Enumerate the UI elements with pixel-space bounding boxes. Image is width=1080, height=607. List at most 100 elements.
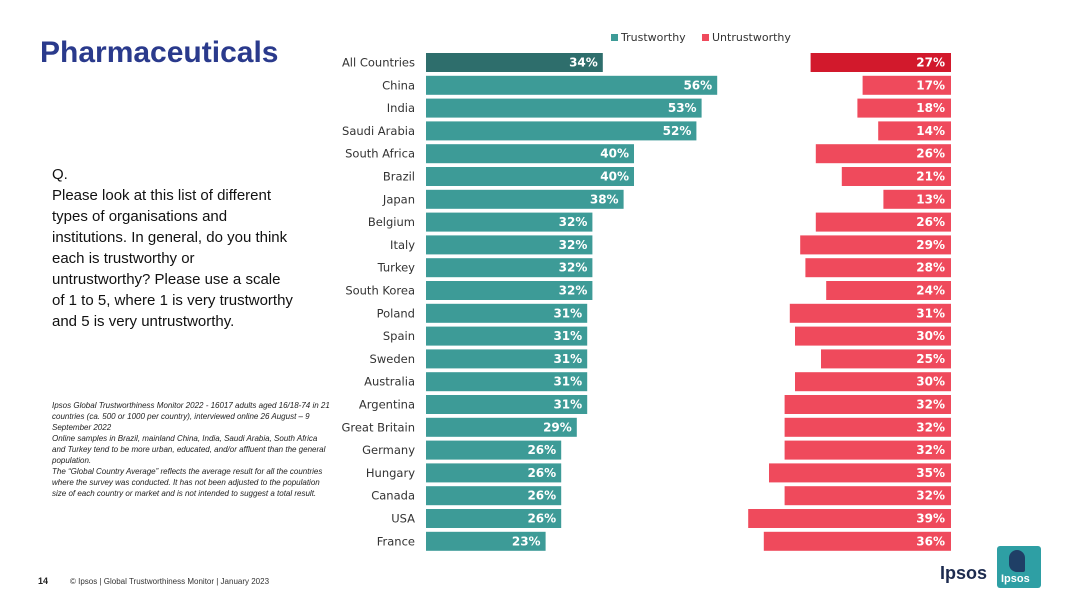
trustworthy-bar <box>426 121 697 141</box>
methodology-line-2: Online samples in Brazil, mainland China… <box>52 434 326 465</box>
category-label: Canada <box>371 489 415 503</box>
untrustworthy-bar <box>883 189 951 209</box>
logo-badge-text: Ipsos <box>1001 573 1030 585</box>
untrustworthy-bar <box>800 235 951 255</box>
trustworthy-value-label: 31% <box>553 398 582 412</box>
untrustworthy-value-label: 29% <box>916 238 945 252</box>
trustworthy-value-label: 31% <box>553 375 582 389</box>
untrustworthy-bar <box>878 121 951 141</box>
untrustworthy-value-label: 17% <box>916 78 945 92</box>
trustworthy-bar <box>426 258 593 278</box>
trustworthy-bar <box>426 509 562 528</box>
untrustworthy-value-label: 14% <box>916 124 945 138</box>
logo-mark-icon <box>1009 550 1025 572</box>
trustworthy-value-label: 26% <box>527 489 556 503</box>
untrustworthy-bar <box>789 303 951 323</box>
trustworthy-value-label: 31% <box>553 352 582 366</box>
trustworthy-value-label: 29% <box>543 420 572 434</box>
trustworthy-bar <box>426 144 634 164</box>
untrustworthy-value-label: 13% <box>916 192 945 206</box>
untrustworthy-bar <box>841 167 951 186</box>
untrustworthy-bar <box>805 258 951 278</box>
untrustworthy-bar <box>769 463 951 483</box>
trustworthy-value-label: 32% <box>559 261 588 275</box>
trustworthy-bar <box>426 463 562 483</box>
trustworthy-value-label: 26% <box>527 443 556 457</box>
untrustworthy-bar <box>862 75 951 95</box>
category-label: Japan <box>382 192 415 206</box>
untrustworthy-value-label: 31% <box>916 306 945 320</box>
untrustworthy-value-label: 21% <box>916 170 945 184</box>
trustworthy-bar <box>426 326 588 346</box>
untrustworthy-value-label: 25% <box>916 352 945 366</box>
legend-label-untrustworthy: Untrustworthy <box>712 31 791 44</box>
trustworthy-bar <box>426 372 588 392</box>
footer-copyright: © Ipsos | Global Trustworthiness Monitor… <box>70 577 270 586</box>
legend-swatch-untrustworthy <box>702 34 709 41</box>
category-label: Belgium <box>368 215 415 229</box>
trustworthy-bar <box>426 53 603 72</box>
category-label: Sweden <box>370 352 415 366</box>
untrustworthy-value-label: 18% <box>916 101 945 115</box>
methodology-note: Ipsos Global Trustworthiness Monitor 202… <box>52 400 332 499</box>
untrustworthy-bar <box>795 326 951 346</box>
trustworthy-value-label: 23% <box>512 534 541 548</box>
trustworthy-bar <box>426 281 593 300</box>
trustworthy-value-label: 32% <box>559 238 588 252</box>
trustworthy-bar <box>426 395 588 414</box>
untrustworthy-bar <box>815 212 951 232</box>
trustworthy-bar <box>426 349 588 369</box>
untrustworthy-value-label: 24% <box>916 284 945 298</box>
category-label: Australia <box>364 375 415 389</box>
untrustworthy-value-label: 32% <box>916 443 945 457</box>
category-label: Turkey <box>377 261 416 275</box>
untrustworthy-value-label: 28% <box>916 261 945 275</box>
untrustworthy-bar <box>784 395 951 414</box>
category-label: South Africa <box>345 147 415 161</box>
page-number: 14 <box>38 576 49 586</box>
trustworthy-value-label: 31% <box>553 329 582 343</box>
category-label: Poland <box>377 306 415 320</box>
untrustworthy-value-label: 30% <box>916 329 945 343</box>
untrustworthy-value-label: 26% <box>916 147 945 161</box>
category-label: Argentina <box>359 398 415 412</box>
trustworthy-value-label: 56% <box>683 78 712 92</box>
category-label: Italy <box>390 238 415 252</box>
trustworthy-value-label: 26% <box>527 466 556 480</box>
untrustworthy-value-label: 35% <box>916 466 945 480</box>
category-label: China <box>382 78 415 92</box>
untrustworthy-bar <box>815 144 951 164</box>
methodology-line-1: Ipsos Global Trustworthiness Monitor 202… <box>52 401 330 432</box>
trustworthy-value-label: 31% <box>553 306 582 320</box>
ipsos-logo-icon: Ipsos <box>997 546 1041 588</box>
category-label: Brazil <box>383 170 415 184</box>
trustworthy-value-label: 53% <box>668 101 697 115</box>
untrustworthy-bar <box>810 53 951 72</box>
trustworthy-bar <box>426 417 577 437</box>
question-label: Q. <box>52 166 68 183</box>
untrustworthy-value-label: 32% <box>916 398 945 412</box>
untrustworthy-bar <box>784 417 951 437</box>
trustworthy-value-label: 32% <box>559 284 588 298</box>
trustworthy-bar <box>426 75 718 95</box>
trustworthy-value-label: 34% <box>569 56 598 70</box>
category-label: India <box>387 101 415 115</box>
question-text: Please look at this list of different ty… <box>52 187 293 330</box>
untrustworthy-value-label: 26% <box>916 215 945 229</box>
trustworthy-bar <box>426 167 634 186</box>
untrustworthy-value-label: 39% <box>916 512 945 526</box>
trustworthy-value-label: 32% <box>559 215 588 229</box>
untrustworthy-value-label: 27% <box>916 56 945 70</box>
trustworthy-bar <box>426 235 593 255</box>
untrustworthy-value-label: 30% <box>916 375 945 389</box>
untrustworthy-bar <box>821 349 951 369</box>
page-title: Pharmaceuticals <box>40 36 279 69</box>
untrustworthy-bar <box>748 509 951 528</box>
category-label: South Korea <box>345 284 415 298</box>
trustworthy-value-label: 52% <box>663 124 692 138</box>
category-label: Germany <box>362 443 415 457</box>
trustworthy-value-label: 40% <box>600 147 629 161</box>
trustworthy-bar <box>426 98 702 118</box>
untrustworthy-bar <box>763 531 951 551</box>
untrustworthy-value-label: 32% <box>916 420 945 434</box>
